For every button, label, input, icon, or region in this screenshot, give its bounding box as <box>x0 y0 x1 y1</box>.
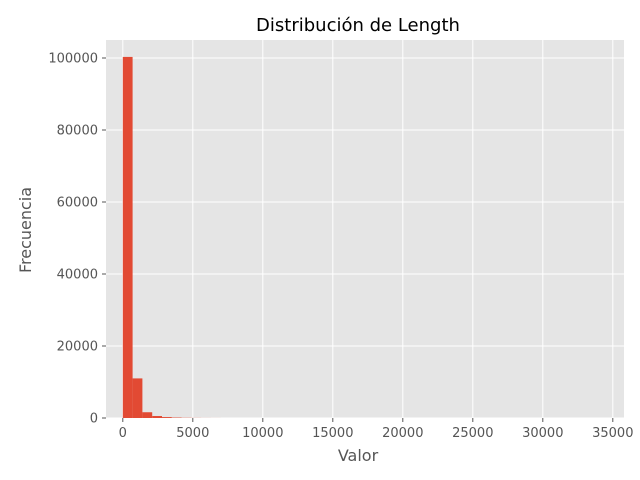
histogram-bar <box>162 417 172 418</box>
histogram-bar <box>142 412 153 418</box>
x-tick-label: 20000 <box>382 426 423 441</box>
x-axis-ticks: 0 5000 10000 15000 20000 25000 30000 35000 <box>119 418 633 441</box>
x-tick-label: 5000 <box>176 426 209 441</box>
histogram-bar <box>132 378 143 418</box>
y-tick-label: 80000 <box>57 124 98 139</box>
plot-area <box>106 40 624 418</box>
x-tick-label: 10000 <box>242 426 283 441</box>
x-tick-label: 25000 <box>452 426 493 441</box>
y-tick-label: 100000 <box>48 52 98 67</box>
x-axis-label: Valor <box>338 446 379 465</box>
histogram-bars <box>122 56 221 419</box>
y-axis-ticks: 0 20000 40000 60000 80000 100000 <box>48 52 106 427</box>
y-tick-label: 40000 <box>57 268 98 283</box>
grid-lines <box>106 40 624 419</box>
histogram-bar <box>152 416 162 418</box>
chart-title: Distribución de Length <box>256 15 460 36</box>
x-tick-label: 0 <box>119 426 127 441</box>
histogram-bar <box>122 56 133 419</box>
x-tick-label: 30000 <box>522 426 563 441</box>
y-tick-label: 0 <box>90 412 98 427</box>
x-tick-label: 15000 <box>312 426 353 441</box>
y-axis-label: Frecuencia <box>16 187 35 273</box>
y-tick-label: 20000 <box>57 340 98 355</box>
x-tick-label: 35000 <box>592 426 633 441</box>
y-tick-label: 60000 <box>57 196 98 211</box>
